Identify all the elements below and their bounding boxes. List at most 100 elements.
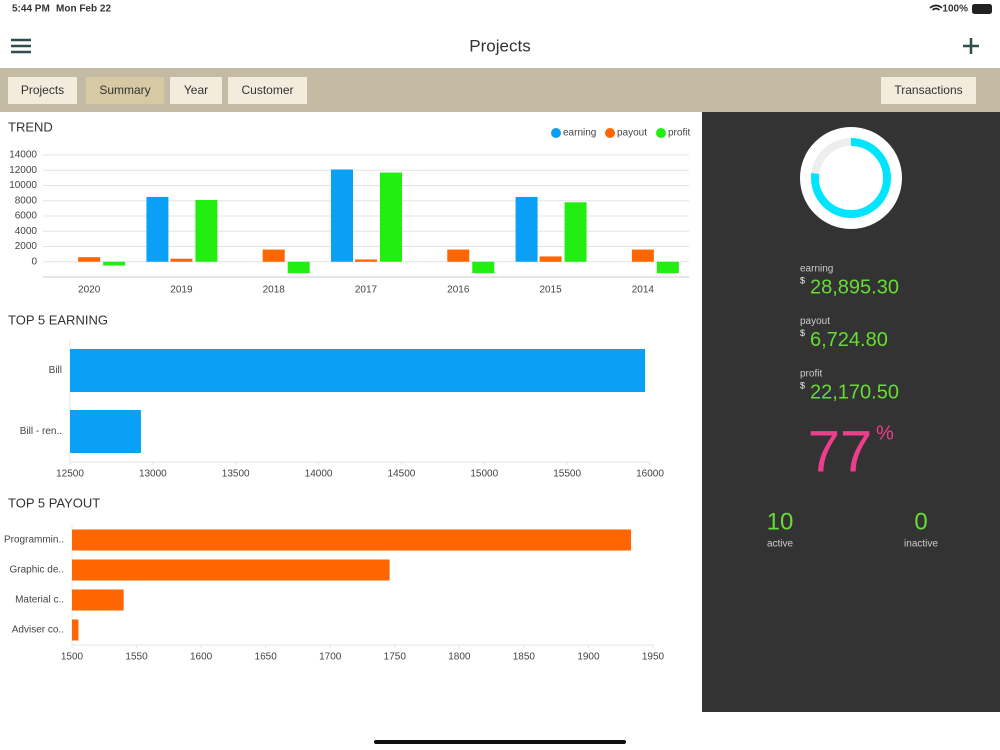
y-tick-label: Material c.. — [15, 595, 64, 606]
metric-currency: $ — [800, 380, 805, 390]
tab-button[interactable] — [228, 77, 307, 104]
count-label: inactive — [904, 539, 938, 550]
menu-button[interactable] — [11, 38, 31, 54]
x-tick-label: 1650 — [255, 652, 278, 663]
bar — [287, 261, 310, 274]
home-indicator — [374, 740, 626, 744]
tab-label: Year — [184, 83, 208, 97]
bar — [262, 249, 285, 262]
count-value: 0 — [914, 508, 927, 535]
x-tick-label: 13000 — [139, 469, 167, 480]
x-tick-label: 1750 — [384, 652, 407, 663]
add-button[interactable] — [963, 38, 979, 54]
tab-bar — [0, 68, 1000, 112]
x-tick-label: 12500 — [56, 469, 84, 480]
y-tick-label: Bill - ren.. — [20, 426, 62, 437]
tab-button[interactable] — [8, 77, 77, 104]
x-tick-label: 13500 — [222, 469, 250, 480]
y-tick-label: 6000 — [15, 211, 38, 222]
tab-button[interactable] — [170, 77, 222, 104]
y-tick-label: 14000 — [9, 150, 37, 161]
bar — [72, 619, 79, 641]
count-value: 10 — [767, 508, 794, 535]
bar — [78, 257, 101, 262]
bar — [170, 258, 193, 262]
y-tick-label: 10000 — [9, 180, 37, 191]
chart-title: TOP 5 EARNING — [8, 312, 108, 327]
bar — [539, 256, 562, 262]
legend-swatch — [551, 128, 561, 138]
y-tick-label: Adviser co.. — [12, 625, 64, 636]
metric-currency: $ — [800, 328, 805, 338]
x-tick-label: 16000 — [636, 469, 664, 480]
y-tick-label: 4000 — [15, 226, 38, 237]
percent-value: 77 — [808, 419, 873, 484]
x-tick-label: 2014 — [632, 285, 655, 296]
bar — [656, 261, 679, 274]
battery-level: 100% — [942, 4, 968, 15]
transactions-label: Transactions — [894, 83, 962, 97]
metric-currency: $ — [800, 275, 805, 285]
legend-label: payout — [617, 128, 647, 139]
ring-progress — [811, 138, 891, 218]
tab-label: Customer — [241, 83, 293, 97]
metric-value: 28,895.30 — [810, 276, 899, 298]
transactions-button[interactable] — [881, 77, 976, 104]
chart-title: TREND — [8, 119, 53, 134]
tab-label: Projects — [21, 83, 64, 97]
x-tick-label: 15000 — [470, 469, 498, 480]
status-time: 5:44 PM — [12, 4, 50, 15]
bar — [355, 259, 377, 262]
x-tick-label: 1700 — [319, 652, 342, 663]
x-tick-label: 14500 — [388, 469, 416, 480]
y-tick-label: 0 — [31, 256, 37, 267]
tab-label: Summary — [99, 83, 150, 97]
x-tick-label: 2015 — [539, 285, 562, 296]
status-date: Mon Feb 22 — [56, 4, 111, 15]
y-tick-label: 12000 — [9, 165, 37, 176]
y-tick-label: Programmin.. — [4, 535, 64, 546]
x-tick-label: 2020 — [78, 285, 101, 296]
bar — [472, 261, 495, 274]
x-tick-label: 1900 — [577, 652, 600, 663]
x-tick-label: 1550 — [125, 652, 148, 663]
y-tick-label: 8000 — [15, 195, 38, 206]
legend-label: profit — [668, 128, 690, 139]
bar — [331, 169, 353, 262]
legend-label: earning — [563, 128, 596, 139]
page-title: Projects — [469, 36, 530, 55]
x-tick-label: 2017 — [355, 285, 378, 296]
x-tick-label: 2019 — [170, 285, 193, 296]
header-bg — [0, 0, 1000, 68]
x-tick-label: 2016 — [447, 285, 470, 296]
y-tick-label: Bill — [49, 365, 62, 376]
metric-label: earning — [800, 264, 833, 275]
y-tick-label: Graphic de.. — [10, 565, 64, 576]
x-tick-label: 1800 — [448, 652, 471, 663]
legend-swatch — [656, 128, 666, 138]
bar — [72, 589, 124, 611]
chart-title: TOP 5 PAYOUT — [8, 495, 100, 510]
bar — [380, 172, 402, 262]
metric-value: 22,170.50 — [810, 381, 899, 403]
metric-label: profit — [800, 369, 822, 380]
x-tick-label: 1600 — [190, 652, 213, 663]
x-tick-label: 15500 — [553, 469, 581, 480]
metric-value: 6,724.80 — [810, 329, 888, 351]
percent-sign: % — [876, 422, 894, 444]
metric-label: payout — [800, 316, 830, 327]
battery-icon — [972, 4, 992, 14]
bar — [631, 249, 654, 262]
bar — [70, 410, 141, 453]
tab-button[interactable] — [86, 77, 164, 104]
bar — [146, 196, 169, 262]
bar — [564, 202, 587, 262]
bar — [195, 199, 218, 262]
bar — [515, 196, 538, 262]
x-tick-label: 2018 — [263, 285, 286, 296]
bar — [447, 249, 470, 262]
legend-swatch — [605, 128, 615, 138]
x-tick-label: 1850 — [513, 652, 536, 663]
bar — [72, 559, 390, 581]
